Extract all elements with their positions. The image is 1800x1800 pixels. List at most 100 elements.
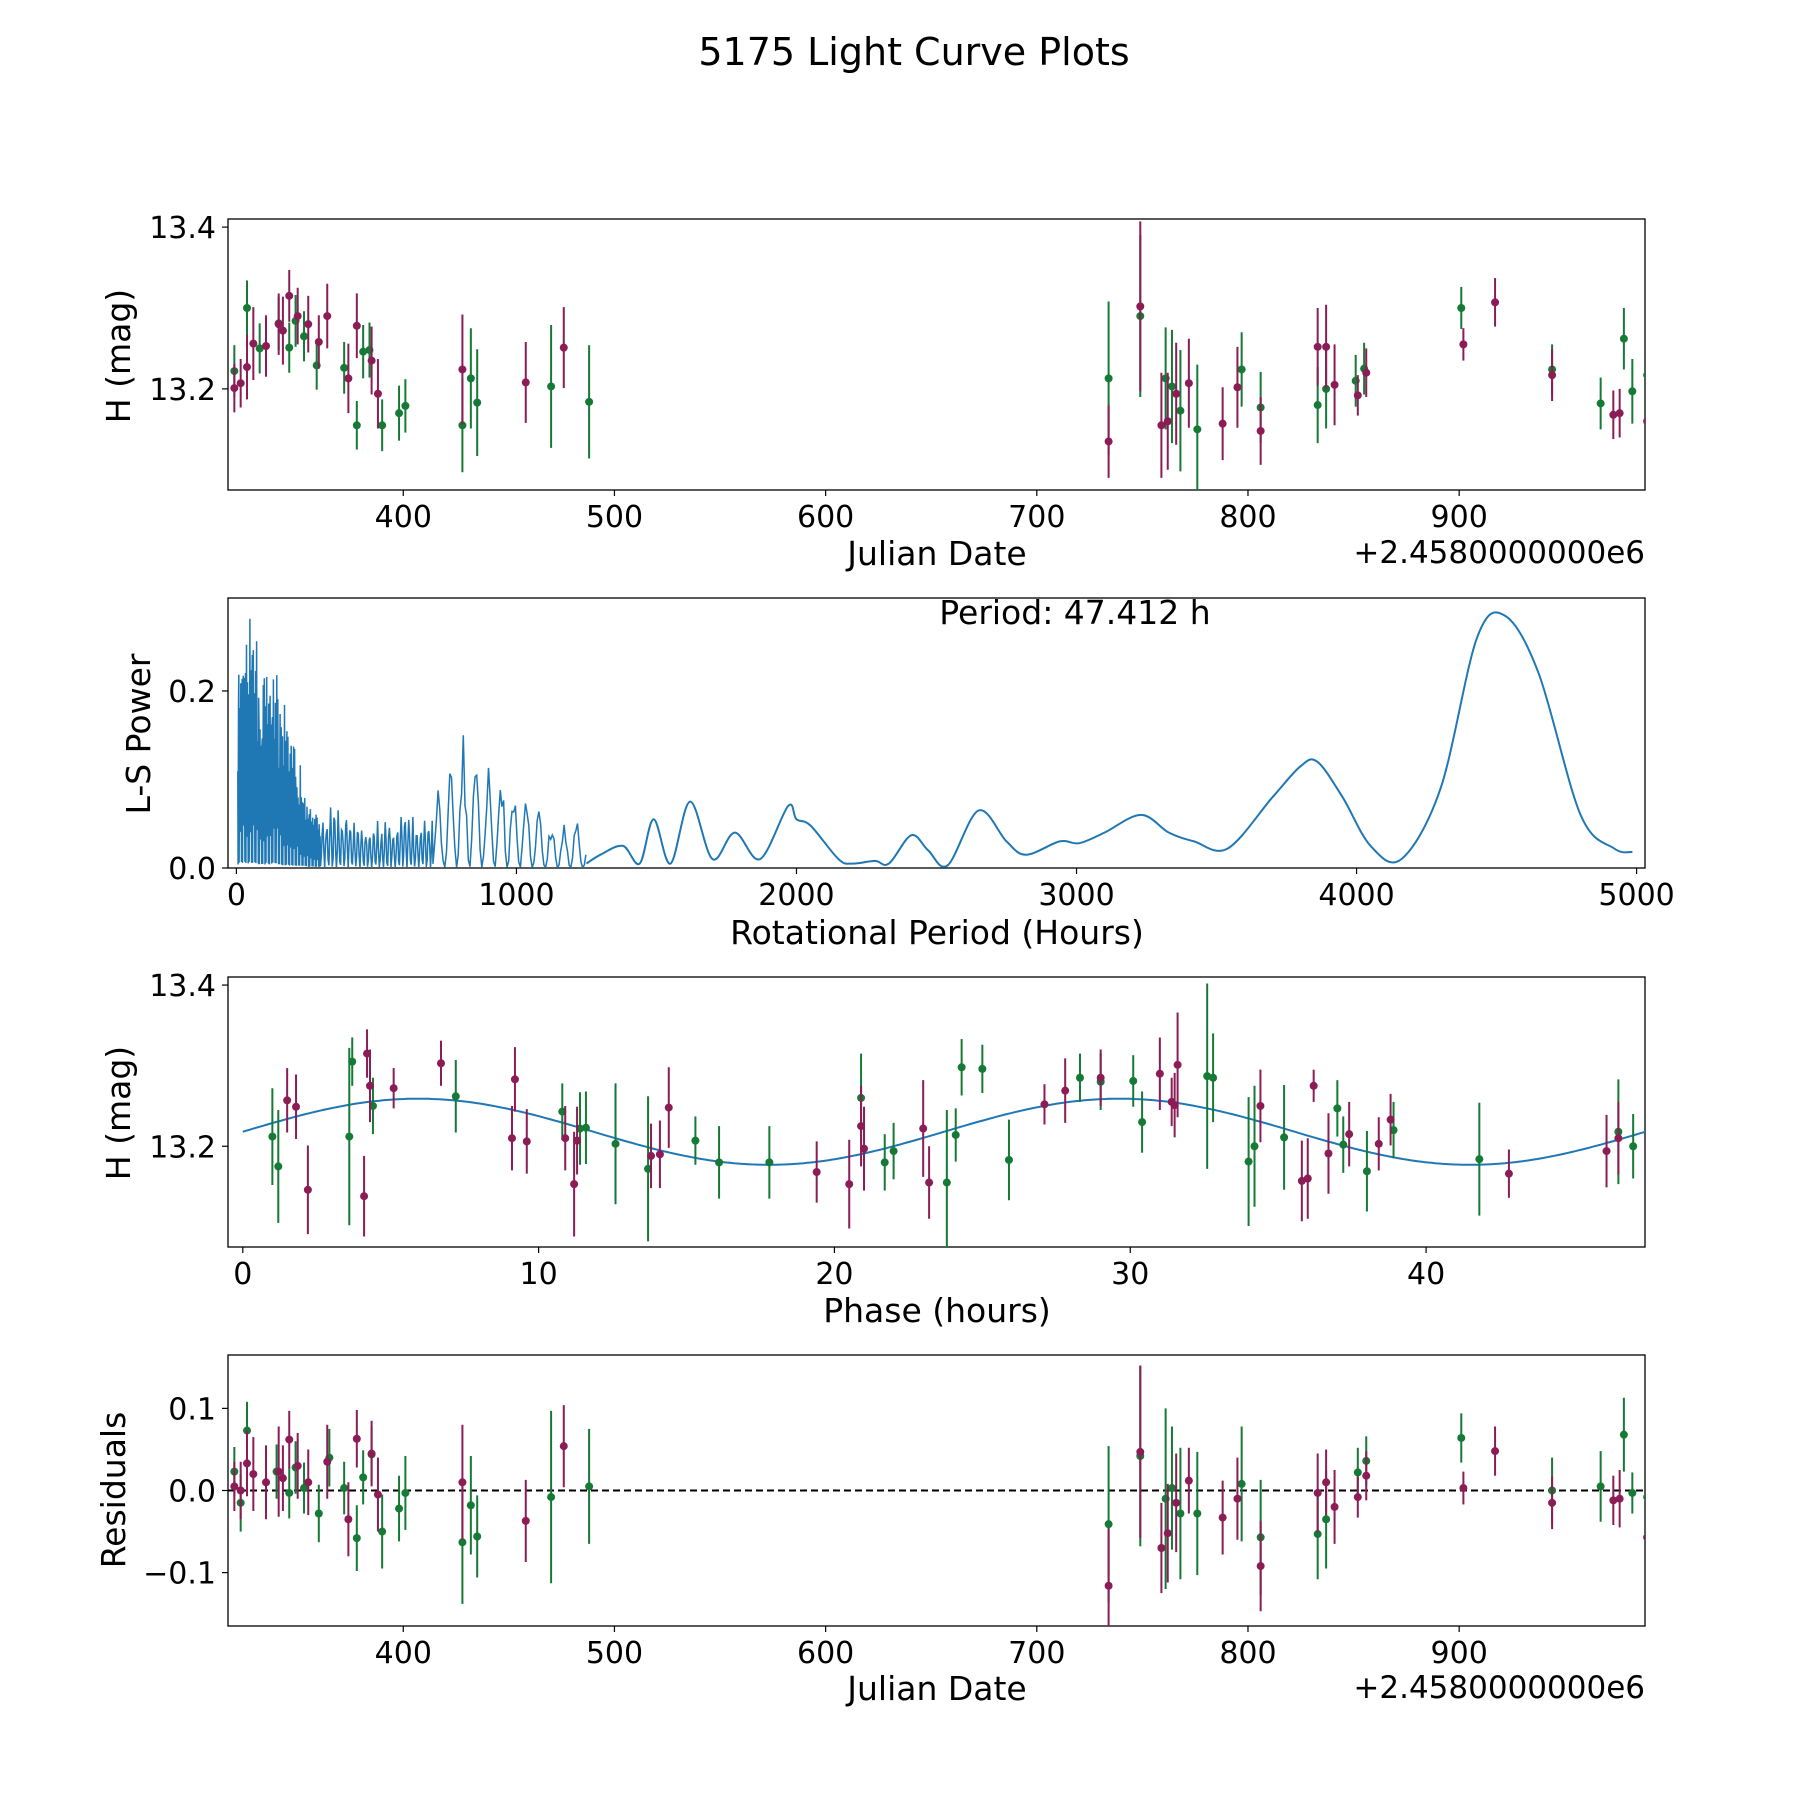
phased-points — [268, 983, 1638, 1247]
phased-point-filter-green — [1475, 1155, 1484, 1164]
residuals-point-filter-green — [378, 1527, 387, 1536]
residuals-point-filter-green — [1628, 1488, 1637, 1497]
lightcurve-point-filter-maroon — [323, 312, 332, 321]
phased-point-filter-maroon — [845, 1180, 854, 1189]
residuals-point-filter-green — [1313, 1530, 1322, 1539]
lightcurve-xtick-label: 700 — [1008, 500, 1065, 535]
lightcurve-point-filter-maroon — [1362, 368, 1371, 377]
phased-point-filter-maroon — [522, 1137, 531, 1146]
residuals-point-filter-maroon — [1104, 1581, 1113, 1590]
phased-point-filter-maroon — [436, 1059, 445, 1068]
lightcurve-point-filter-maroon — [262, 342, 271, 351]
lightcurve-point-filter-maroon — [1615, 409, 1624, 418]
residuals-point-filter-green — [395, 1504, 404, 1513]
phased-point-filter-maroon — [1061, 1086, 1070, 1095]
lightcurve-frame — [227, 218, 1646, 491]
residuals-point-filter-maroon — [1330, 1502, 1339, 1511]
lightcurve-point-filter-green — [352, 421, 361, 430]
residuals-point-filter-green — [585, 1482, 594, 1491]
residuals-point-filter-maroon — [243, 1459, 252, 1468]
lightcurve-point-filter-green — [243, 303, 252, 312]
phased-point-filter-green — [1004, 1155, 1013, 1164]
residuals-point-filter-maroon — [1136, 1447, 1145, 1456]
lightcurve-point-filter-maroon — [1330, 380, 1339, 389]
phased-point-filter-maroon — [365, 1081, 374, 1090]
phased-axes: 0 10 20 30 40 13.2 13.4 — [149, 969, 1646, 1292]
lightcurve-xtick-label: 600 — [797, 500, 854, 535]
residuals-point-filter-maroon — [304, 1478, 313, 1487]
residuals-xtick-label: 800 — [1219, 1636, 1276, 1671]
residuals-point-filter-maroon — [1491, 1447, 1500, 1456]
periodogram-frame — [227, 597, 1646, 869]
phased-ytick-label: 13.2 — [149, 1130, 216, 1165]
residuals-xtick-label: 900 — [1431, 1636, 1488, 1671]
phased-point-filter-maroon — [919, 1124, 928, 1133]
lightcurve-point-filter-green — [1313, 401, 1322, 410]
phased-xtick-label: 40 — [1407, 1257, 1445, 1292]
residuals-point-filter-green — [300, 1484, 309, 1493]
phased-point-filter-green — [691, 1136, 700, 1145]
residuals-point-filter-maroon — [262, 1478, 271, 1487]
periodogram-lines — [237, 611, 1633, 868]
lightcurve-point-filter-maroon — [1459, 340, 1468, 349]
phased-point-filter-maroon — [360, 1192, 369, 1201]
phased-point-filter-green — [1244, 1157, 1253, 1166]
lightcurve-point-filter-green — [359, 347, 368, 356]
period-annotation: Period: 47.412 h — [939, 593, 1210, 632]
lightcurve-point-filter-green — [1167, 382, 1176, 391]
lightcurve-point-filter-green — [466, 374, 475, 383]
lightcurve-point-filter-maroon — [293, 312, 302, 321]
phased-point-filter-maroon — [1386, 1115, 1395, 1124]
phased-point-filter-green — [880, 1158, 889, 1167]
lightcurve-xtick-label: 500 — [586, 500, 643, 535]
residuals-point-filter-green — [401, 1488, 410, 1497]
lightcurve-point-filter-green — [300, 332, 309, 341]
lightcurve-point-filter-maroon — [1256, 426, 1265, 435]
lightcurve-point-filter-maroon — [373, 389, 382, 398]
lightcurve-point-filter-maroon — [249, 339, 258, 348]
phased-point-filter-maroon — [292, 1102, 301, 1111]
residuals-point-filter-maroon — [1459, 1484, 1468, 1493]
residuals-point-filter-green — [1322, 1515, 1331, 1524]
lightcurve-point-filter-maroon — [352, 321, 361, 330]
residuals-point-filter-maroon — [285, 1435, 294, 1444]
periodogram-xtick-label: 3000 — [1038, 878, 1114, 913]
lightcurve-point-filter-maroon — [1104, 437, 1113, 446]
periodogram-xtick-label: 4000 — [1318, 878, 1394, 913]
lightcurve-point-filter-maroon — [285, 291, 294, 300]
residuals-panel: Julian Date Residuals +2.4580000000e6 — [94, 1412, 1645, 1708]
phased-xtick-label: 0 — [233, 1257, 252, 1292]
lightcurve-point-filter-maroon — [274, 320, 283, 329]
phased-point-filter-green — [581, 1123, 590, 1132]
lightcurve-point-filter-maroon — [1643, 417, 1645, 425]
residuals-point-filter-maroon — [1548, 1498, 1557, 1507]
residuals-point-filter-maroon — [1362, 1471, 1371, 1480]
lightcurve-point-filter-maroon — [1218, 419, 1227, 428]
residuals-point-filter-green — [285, 1488, 294, 1497]
residuals-ytick-label: 0.1 — [168, 1392, 216, 1427]
residuals-point-filter-maroon — [1233, 1494, 1242, 1503]
residuals-point-filter-maroon — [1313, 1488, 1322, 1497]
phased-panel: Phase (hours) H (mag) — [99, 1046, 1051, 1330]
residuals-point-filter-maroon — [344, 1515, 353, 1524]
residuals-point-filter-maroon — [274, 1467, 283, 1476]
lightcurve-ylabel: H (mag) — [99, 289, 138, 423]
phased-point-filter-maroon — [1602, 1147, 1611, 1156]
phased-model-curve — [242, 1097, 1645, 1166]
lightcurve-panel: Julian Date H (mag) +2.4580000000e6 — [99, 289, 1645, 573]
residuals-ylabel: Residuals — [94, 1412, 133, 1569]
lightcurve-xtick-label: 400 — [375, 500, 432, 535]
periodogram-xtick-label: 0 — [227, 878, 246, 913]
residuals-point-filter-maroon — [1184, 1476, 1193, 1485]
residuals-point-filter-green — [359, 1473, 368, 1482]
residuals-point-filter-green — [1596, 1482, 1605, 1491]
residuals-point-filter-maroon — [521, 1516, 530, 1525]
lightcurve-xlabel: Julian Date — [845, 534, 1027, 573]
lightcurve-point-filter-maroon — [1233, 383, 1242, 392]
residuals-point-filter-green — [1353, 1468, 1362, 1477]
residuals-point-filter-maroon — [352, 1434, 361, 1443]
residuals-ytick-label: 0.0 — [168, 1475, 216, 1510]
lightcurve-point-filter-green — [458, 421, 467, 430]
lightcurve-point-filter-green — [285, 343, 294, 352]
periodogram-ylabel: L-S Power — [119, 653, 158, 814]
